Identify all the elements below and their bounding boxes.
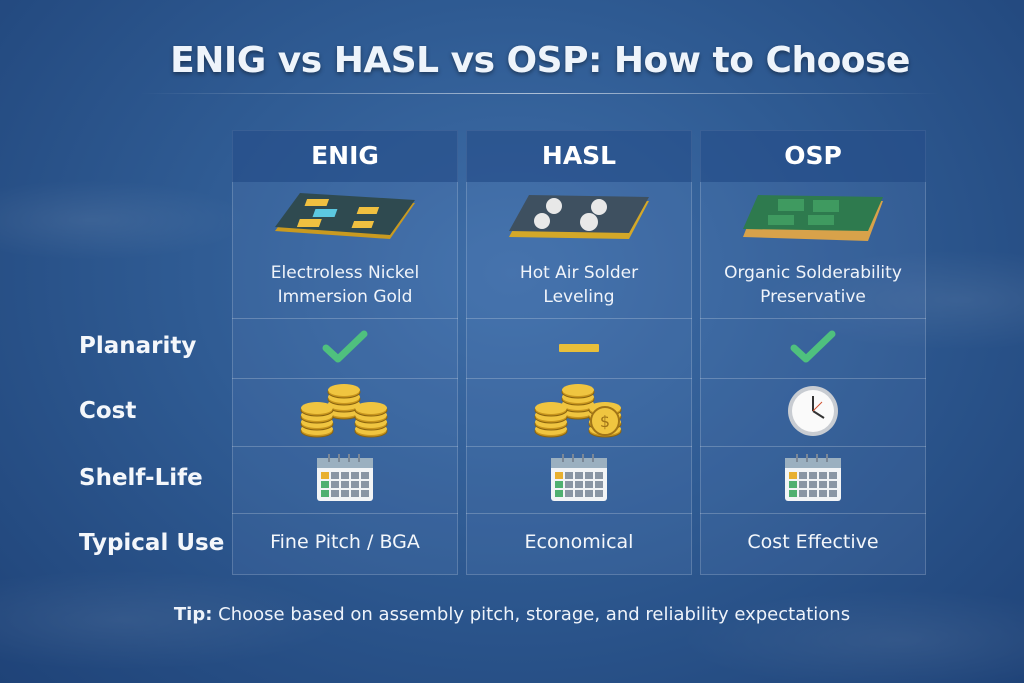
row-label-shelf-life: Shelf-Life — [79, 465, 203, 491]
board-hasl-icon — [504, 191, 654, 255]
check-icon — [322, 330, 368, 368]
column-header-enig: ENIG — [232, 130, 458, 182]
calendar-icon — [784, 454, 842, 506]
cell-typical-use-osp: Cost Effective — [700, 513, 926, 569]
board-enig-icon — [270, 191, 420, 255]
description-line-1: Organic Solderability — [724, 263, 902, 283]
cell-shelf-life-enig — [232, 446, 458, 513]
cell-shelf-life-osp — [700, 446, 926, 513]
calendar-icon — [316, 454, 374, 506]
tip-body: Choose based on assembly pitch, storage,… — [212, 604, 851, 625]
coin-stacks-dollar-icon: $ — [531, 383, 627, 443]
check-icon — [790, 330, 836, 368]
board-osp-icon — [738, 191, 888, 255]
description-enig: Electroless Nickel Immersion Gold — [271, 261, 419, 309]
cell-typical-use-enig: Fine Pitch / BGA — [232, 513, 458, 569]
description-line-2: Preservative — [760, 287, 866, 307]
svg-text:$: $ — [600, 412, 610, 431]
description-line-2: Leveling — [543, 287, 615, 307]
cell-cost-hasl: $ — [466, 378, 692, 446]
clock-icon — [786, 384, 840, 442]
row-label-cost: Cost — [79, 398, 137, 424]
tip-label: Tip: — [173, 604, 213, 625]
column-header-osp: OSP — [700, 130, 926, 182]
cell-cost-osp — [700, 378, 926, 446]
cell-planarity-enig — [232, 318, 458, 378]
description-osp: Organic Solderability Preservative — [724, 261, 902, 309]
page-title: ENIG vs HASL vs OSP: How to Choose — [170, 40, 910, 81]
typical-use-osp: Cost Effective — [747, 530, 879, 553]
tip-text: Tip: Choose based on assembly pitch, sto… — [0, 604, 1024, 625]
typical-use-enig: Fine Pitch / BGA — [270, 530, 420, 553]
cell-description-enig: Electroless Nickel Immersion Gold — [232, 182, 458, 318]
description-line-1: Hot Air Solder — [519, 263, 639, 283]
cell-typical-use-hasl: Economical — [466, 513, 692, 569]
description-hasl: Hot Air Solder Leveling — [520, 261, 638, 309]
cell-planarity-osp — [700, 318, 926, 378]
cell-cost-enig — [232, 378, 458, 446]
coin-stacks-icon — [297, 383, 393, 443]
calendar-icon — [550, 454, 608, 506]
cell-description-osp: Organic Solderability Preservative — [700, 182, 926, 318]
cell-description-hasl: Hot Air Solder Leveling — [466, 182, 692, 318]
row-label-planarity: Planarity — [79, 333, 197, 359]
typical-use-hasl: Economical — [524, 530, 634, 553]
dash-icon — [559, 339, 599, 358]
description-line-1: Electroless Nickel — [270, 263, 420, 283]
cell-shelf-life-hasl — [466, 446, 692, 513]
row-label-typical-use: Typical Use — [79, 530, 225, 556]
column-header-hasl: HASL — [466, 130, 692, 182]
title-divider — [140, 93, 940, 94]
description-line-2: Immersion Gold — [277, 287, 413, 307]
cell-planarity-hasl — [466, 318, 692, 378]
